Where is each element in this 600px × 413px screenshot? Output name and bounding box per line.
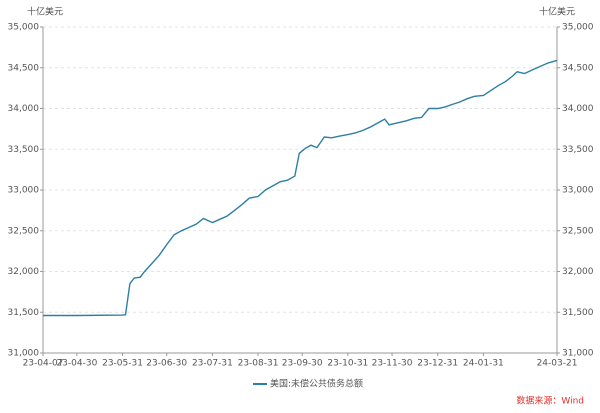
y2-tick-label: 33,000 <box>562 186 594 196</box>
x-tick-label: 23-12-31 <box>417 359 458 369</box>
unit-label-left: 十亿美元 <box>27 6 63 18</box>
y-tick-label: 35,000 <box>8 23 40 33</box>
y2-tick-label: 32,000 <box>562 267 594 277</box>
y-tick-label: 32,000 <box>8 267 40 277</box>
y-tick-label: 33,000 <box>8 186 40 196</box>
x-tick-label: 23-05-31 <box>102 359 143 369</box>
line-series <box>43 59 558 317</box>
x-tick-label: 23-10-31 <box>327 359 368 369</box>
y2-tick-label: 31,500 <box>562 308 594 318</box>
legend-label: 美国:未偿公共债务总额 <box>270 378 363 390</box>
x-tick-label: 23-11-30 <box>372 359 413 369</box>
x-tick-label: 23-04-30 <box>56 359 97 369</box>
y2-tick-label: 32,500 <box>562 226 594 236</box>
x-tick-label: 24-01-31 <box>463 359 504 369</box>
y-tick-label: 32,500 <box>8 226 40 236</box>
x-tick-label: 23-07-31 <box>192 359 233 369</box>
x-tick-label: 23-06-30 <box>146 359 187 369</box>
x-tick-label: 23-09-30 <box>282 359 323 369</box>
y-tick-label: 34,500 <box>8 63 40 73</box>
y2-tick-label: 31,000 <box>562 349 594 359</box>
source-note: 数据来源：Wind <box>516 395 584 407</box>
y-tick-label: 34,000 <box>8 104 40 114</box>
x-tick-label: 23-04-07 <box>23 359 64 369</box>
x-tick-label: 23-08-31 <box>238 359 279 369</box>
x-tick-label: 24-03-21 <box>537 359 578 369</box>
y2-tick-label: 35,000 <box>562 23 594 33</box>
y-tick-label: 31,000 <box>8 349 40 359</box>
unit-label-right: 十亿美元 <box>539 6 575 18</box>
y2-tick-label: 34,000 <box>562 104 594 114</box>
y-tick-label: 31,500 <box>8 308 40 318</box>
y2-tick-label: 33,500 <box>562 145 594 155</box>
y-tick-label: 33,500 <box>8 145 40 155</box>
y2-tick-label: 34,500 <box>562 63 594 73</box>
